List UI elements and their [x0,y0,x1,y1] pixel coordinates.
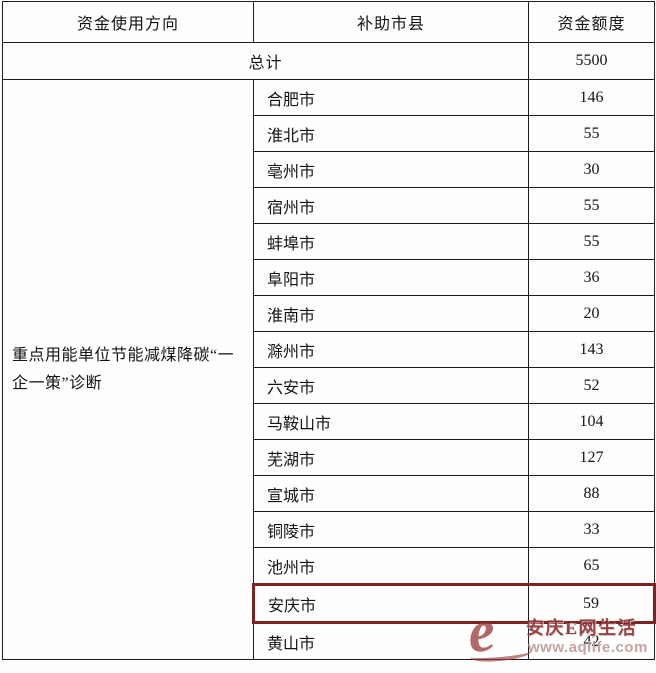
amount-cell: 146 [528,79,655,116]
city-name-cell: 蚌埠市 [253,223,529,260]
city-name-cell: 亳州市 [253,151,529,188]
fund-allocation-table: 资金使用方向 补助市县 资金额度 总计 5500 重点用能单位节能减煤降碳“一企… [2,1,656,660]
table-header-row: 资金使用方向 补助市县 资金额度 [2,1,655,43]
amount-cell: 36 [528,259,655,296]
table-row: 淮北市 55 [3,115,655,152]
amount-cell: 52 [528,367,655,404]
amount-cell: 33 [528,511,655,548]
amount-cell: 59 [528,583,656,624]
table-row: 淮南市 20 [3,295,655,332]
total-row: 总计 5500 [2,42,655,80]
table-row: 阜阳市 36 [3,259,655,296]
city-name-cell: 淮北市 [253,115,529,152]
table-row: 六安市 52 [3,367,655,404]
amount-cell: 143 [528,331,655,368]
amount-cell: 55 [528,187,655,224]
amount-cell: 104 [528,403,655,440]
city-name-cell: 宣城市 [253,475,529,512]
amount-cell: 55 [528,223,655,260]
city-name-cell: 滁州市 [253,331,529,368]
amount-cell: 55 [528,115,655,152]
total-label: 总计 [2,42,529,80]
amount-cell: 88 [528,475,655,512]
table-body: 资金使用方向 补助市县 资金额度 总计 5500 重点用能单位节能减煤降碳“一企… [2,1,656,660]
table-row: 安庆市 59 [3,583,656,624]
table-row: 宣城市 88 [3,475,655,512]
city-name-cell: 马鞍山市 [253,403,529,440]
header-fund-direction: 资金使用方向 [2,1,254,43]
city-name-cell: 合肥市 [253,79,529,116]
amount-cell: 30 [528,151,655,188]
fund-direction-cell: 重点用能单位节能减煤降碳“一企一策”诊断 [2,79,254,660]
table-row: 滁州市 143 [3,331,655,368]
table-row: 铜陵市 33 [3,511,655,548]
city-name-cell: 淮南市 [253,295,529,332]
city-name-cell: 宿州市 [253,187,529,224]
amount-cell: 42 [528,622,655,660]
city-name-cell: 六安市 [253,367,529,404]
amount-cell: 20 [528,295,655,332]
city-name-cell: 铜陵市 [253,511,529,548]
city-name-cell: 阜阳市 [253,259,529,296]
table-row: 宿州市 55 [3,187,655,224]
header-subsidized-city: 补助市县 [253,1,529,43]
header-fund-amount: 资金额度 [528,1,655,43]
amount-cell: 127 [528,439,655,476]
total-amount: 5500 [528,42,655,80]
city-name-cell: 芜湖市 [253,439,529,476]
table-row: 重点用能单位节能减煤降碳“一企一策”诊断 合肥市 146 [2,79,655,660]
city-name-cell: 安庆市 [252,583,529,624]
city-name-cell: 黄山市 [253,622,529,660]
table-row: 池州市 65 [3,547,655,585]
table-row: 芜湖市 127 [3,439,655,476]
table-row: 黄山市 42 [3,622,655,660]
table-row: 蚌埠市 55 [3,223,655,260]
city-name-cell: 池州市 [253,547,529,585]
amount-cell: 65 [528,547,655,585]
